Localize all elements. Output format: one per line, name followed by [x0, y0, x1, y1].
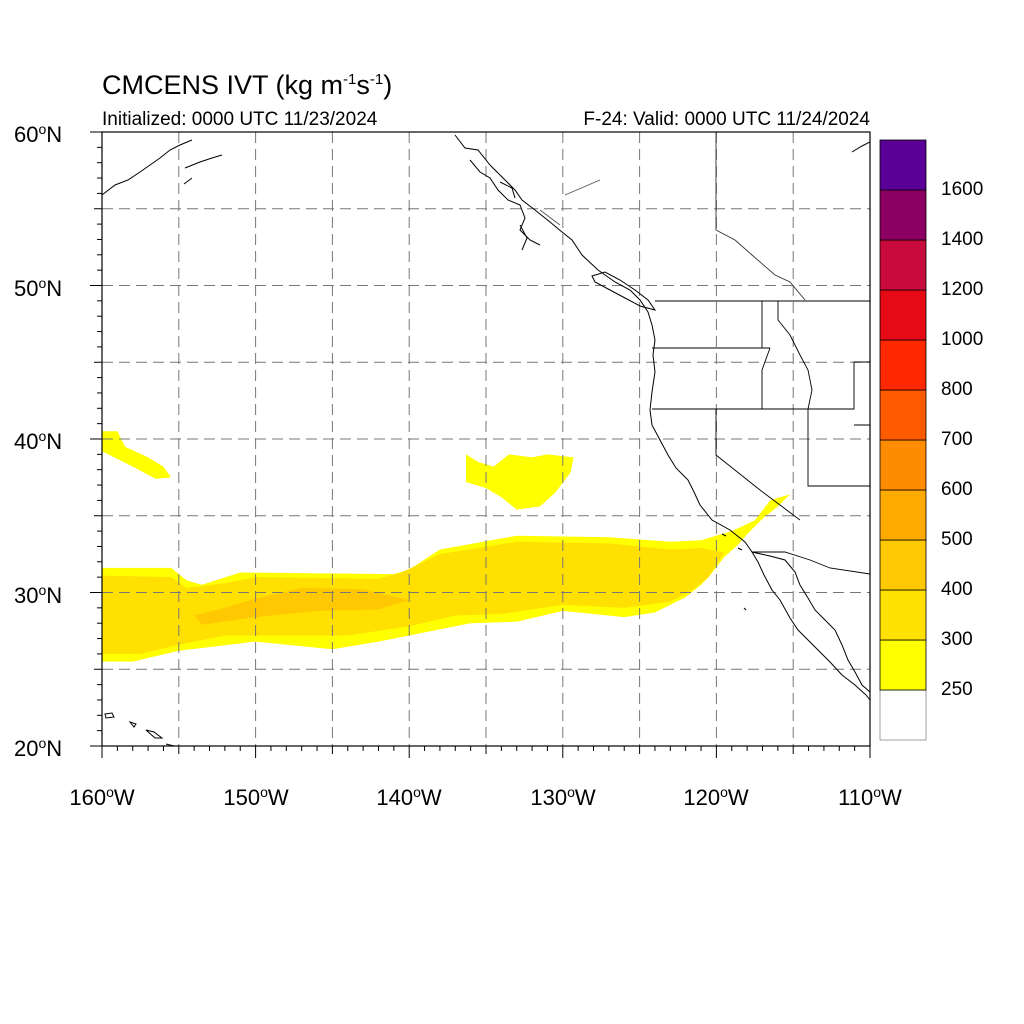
ivt-region-250-300-0 [102, 431, 172, 479]
colorbar-box-11 [879, 139, 927, 191]
valid-time-label: F-24: Valid: 0000 UTC 11/24/2024 [583, 109, 870, 130]
colorbar-label-800: 800 [941, 379, 973, 400]
colorbar-box-8 [879, 289, 927, 341]
colorbar-box-6 [879, 389, 927, 441]
colorbar [879, 139, 927, 741]
title-suffix: ) [383, 70, 393, 100]
vancouver-island [591, 271, 657, 311]
lon-label-140w: 140oW [376, 784, 442, 810]
lat-label-20: 20oN [14, 735, 63, 761]
colorbar-box-7 [879, 339, 927, 391]
ivt-region-400-500-4 [194, 587, 410, 625]
panhandle-islands [469, 159, 541, 251]
colorbar-box-1 [879, 639, 927, 691]
colorbar-label-700: 700 [941, 429, 973, 450]
colorbar-label-250: 250 [941, 679, 973, 700]
lat-label-30: 30oN [14, 582, 63, 608]
lat-label-50: 50oN [14, 275, 63, 301]
colorbar-box-3 [879, 539, 927, 591]
lon-label-110w: 110oW [838, 784, 902, 810]
colorbar-box-0 [879, 689, 927, 741]
colorbar-label-300: 300 [941, 629, 973, 650]
colorbar-label-1000: 1000 [941, 329, 984, 350]
colorbar-label-500: 500 [941, 529, 973, 550]
ivt-region-300-400-3 [102, 541, 725, 654]
lat-label-40: 40oN [14, 428, 63, 454]
alaska-coast [102, 139, 223, 196]
colorbar-label-1200: 1200 [941, 279, 984, 300]
ivt-field-layer [102, 431, 791, 662]
us-mexico-border [752, 551, 870, 575]
baja-outline [751, 551, 870, 693]
channel-islands [721, 533, 747, 611]
gridlines [102, 132, 870, 746]
alaska-canada-border [715, 132, 806, 301]
west-coast-outline [454, 134, 870, 701]
colorbar-box-9 [879, 239, 927, 291]
coastline-layer [102, 134, 870, 746]
lon-label-130w: 130oW [530, 784, 596, 810]
ivt-region-250-300-1 [466, 454, 574, 510]
lon-label-160w: 160oW [69, 784, 135, 810]
colorbar-label-1400: 1400 [941, 229, 984, 250]
colorbar-label-1600: 1600 [941, 179, 984, 200]
lon-label-150w: 150oW [223, 784, 289, 810]
chart-title: CMCENS IVT (kg m-1s-1) [102, 70, 392, 101]
lat-label-60: 60oN [14, 121, 63, 147]
axis-ticks [90, 131, 871, 758]
state-borders [652, 301, 870, 521]
colorbar-box-5 [879, 439, 927, 491]
title-prefix: CMCENS IVT (kg m [102, 70, 344, 100]
provincial-borders [539, 179, 601, 226]
colorbar-box-10 [879, 189, 927, 241]
hawaii-islands [104, 712, 175, 746]
colorbar-label-600: 600 [941, 479, 973, 500]
political-borders [539, 132, 870, 575]
title-exp2: -1 [369, 71, 384, 88]
northeast-coast [851, 141, 870, 153]
title-mid: s [356, 70, 370, 100]
lon-label-120w: 120oW [683, 784, 749, 810]
colorbar-label-400: 400 [941, 579, 973, 600]
colorbar-box-2 [879, 589, 927, 641]
initialized-label: Initialized: 0000 UTC 11/23/2024 [102, 109, 378, 130]
title-exp1: -1 [343, 71, 357, 88]
colorbar-box-4 [879, 489, 927, 541]
